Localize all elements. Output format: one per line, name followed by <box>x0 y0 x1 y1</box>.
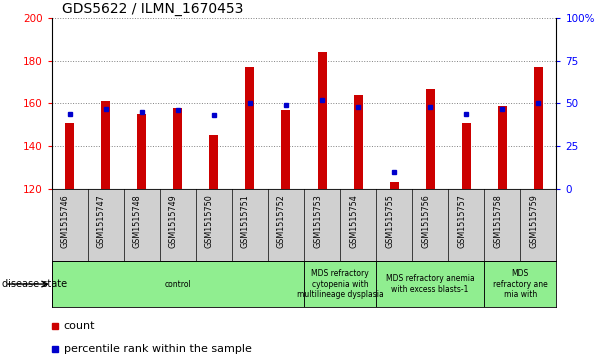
Bar <box>137 114 147 189</box>
Bar <box>102 101 110 189</box>
Bar <box>484 261 556 307</box>
Bar <box>354 95 362 189</box>
Text: GDS5622 / ILMN_1670453: GDS5622 / ILMN_1670453 <box>62 2 243 16</box>
Bar <box>498 106 506 189</box>
Text: control: control <box>165 280 191 289</box>
Bar <box>304 261 376 307</box>
Text: GSM1515747: GSM1515747 <box>97 195 106 248</box>
Text: GSM1515759: GSM1515759 <box>530 195 538 248</box>
Bar <box>317 52 326 189</box>
Text: GSM1515754: GSM1515754 <box>349 195 358 248</box>
Text: GSM1515746: GSM1515746 <box>61 195 70 248</box>
Text: GSM1515758: GSM1515758 <box>493 195 502 248</box>
Bar <box>426 89 435 189</box>
Bar <box>209 135 218 189</box>
Text: GSM1515756: GSM1515756 <box>421 195 430 248</box>
Text: MDS refractory
cytopenia with
multilineage dysplasia: MDS refractory cytopenia with multilinea… <box>297 269 384 299</box>
Bar <box>461 123 471 189</box>
Bar <box>534 67 543 189</box>
Bar <box>52 261 304 307</box>
Text: GSM1515751: GSM1515751 <box>241 195 250 248</box>
Text: GSM1515750: GSM1515750 <box>205 195 214 248</box>
Bar <box>65 123 74 189</box>
Text: percentile rank within the sample: percentile rank within the sample <box>64 344 252 354</box>
Bar <box>246 67 254 189</box>
Text: GSM1515749: GSM1515749 <box>169 195 178 248</box>
Bar <box>282 110 291 189</box>
Text: GSM1515752: GSM1515752 <box>277 195 286 248</box>
Text: GSM1515753: GSM1515753 <box>313 195 322 248</box>
Text: GSM1515755: GSM1515755 <box>385 195 394 248</box>
Text: GSM1515757: GSM1515757 <box>457 195 466 248</box>
Text: MDS refractory anemia
with excess blasts-1: MDS refractory anemia with excess blasts… <box>386 274 474 294</box>
Text: count: count <box>64 321 95 331</box>
Bar <box>173 108 182 189</box>
Text: MDS
refractory ane
mia with: MDS refractory ane mia with <box>493 269 548 299</box>
Bar <box>376 261 484 307</box>
Text: GSM1515748: GSM1515748 <box>133 195 142 248</box>
Text: disease state: disease state <box>2 279 67 289</box>
Bar <box>390 182 399 189</box>
